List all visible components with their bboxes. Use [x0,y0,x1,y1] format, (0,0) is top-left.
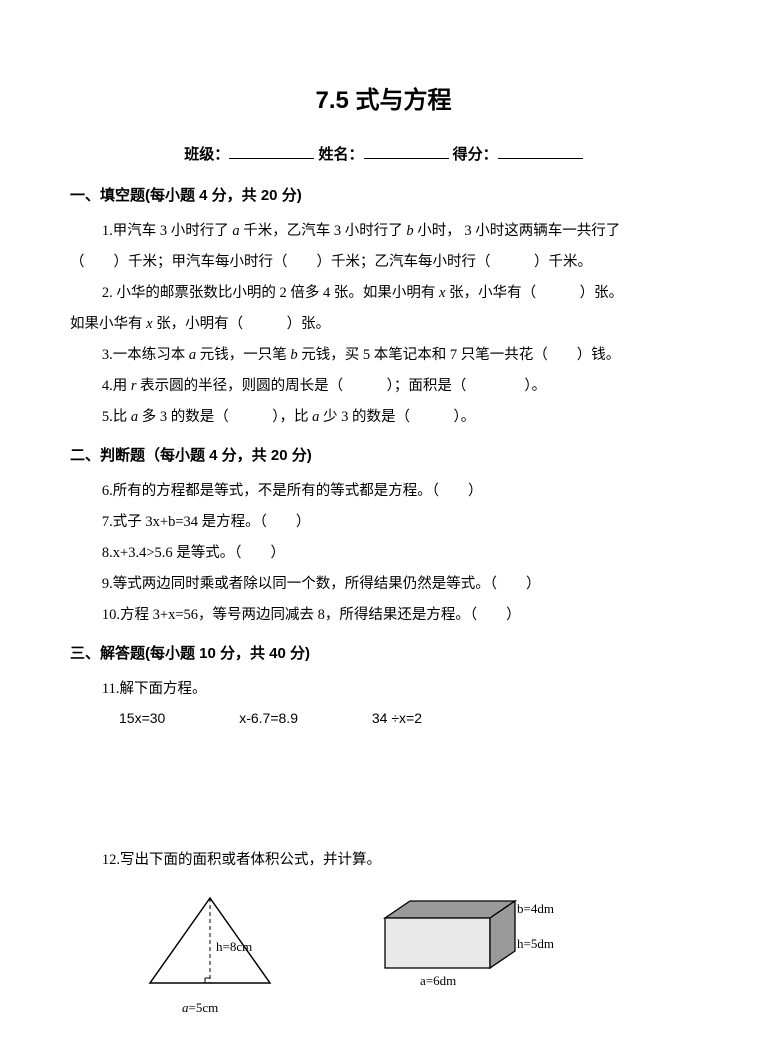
eq-1: 15x=30 [119,710,165,726]
q5-t1: 5.比 [102,409,131,425]
q1-var-b: b [406,223,413,239]
cuboid-svg: b=4dm h=5dm a=6dm [375,893,575,1003]
question-2: 2. 小华的邮票张数比小明的 2 倍多 4 张。如果小明有 x 张，小华有（ ）… [70,279,697,308]
cuboid-h-label: h=5dm [517,936,554,951]
score-label: 得分： [453,146,498,163]
cuboid-front [385,918,490,968]
question-11-equations: 15x=30 x-6.7=8.9 34 ÷x=2 [119,710,697,726]
section-1-heading: 一、填空题(每小题 4 分，共 20 分) [70,184,697,205]
question-1-line2: （ ）千米；甲汽车每小时行（ ）千米；乙汽车每小时行（ ）千米。 [70,248,697,277]
q2-t4: 张，小明有（ ）张。 [153,316,331,332]
score-blank[interactable] [498,145,583,159]
q2-t3: 如果小华有 [70,316,146,332]
q2-t1: 2. 小华的邮票张数比小明的 2 倍多 4 张。如果小明有 [102,285,439,301]
cuboid-b-label: b=4dm [517,901,554,916]
section-3-heading: 三、解答题(每小题 10 分，共 40 分) [70,642,697,663]
question-12: 12.写出下面的面积或者体积公式，并计算。 [70,846,697,875]
triangle-figure: h=8cm a=5cm [140,893,290,1016]
q4-t2: 表示圆的半径，则圆的周长是（ ）；面积是（ ）。 [137,378,547,394]
class-label: 班级： [184,146,229,163]
name-label: 姓名： [318,146,363,163]
q3-t2: 元钱，一只笔 [196,347,290,363]
worksheet-page: 7.5 式与方程 班级： 姓名： 得分： 一、填空题(每小题 4 分，共 20 … [0,0,767,1063]
cuboid-figure: b=4dm h=5dm a=6dm [375,893,575,1016]
q2-t2: 张，小华有（ ）张。 [445,285,623,301]
q1-var-a: a [232,223,239,239]
question-8: 8.x+3.4>5.6 是等式。（ ） [70,539,697,568]
question-11: 11.解下面方程。 [70,675,697,704]
q3-t3: 元钱，买 5 本笔记本和 7 只笔一共花（ ）钱。 [298,347,621,363]
cuboid-a-label: a=6dm [420,973,456,988]
question-4: 4.用 r 表示圆的半径，则圆的周长是（ ）；面积是（ ）。 [70,372,697,401]
q5-t2: 多 3 的数是（ ），比 [138,409,312,425]
name-blank[interactable] [364,145,449,159]
q5-t3: 少 3 的数是（ ）。 [319,409,475,425]
q1-t3: 小时， 3 小时这两辆车一共行了 [414,223,621,239]
question-1: 1.甲汽车 3 小时行了 a 千米，乙汽车 3 小时行了 b 小时， 3 小时这… [70,217,697,246]
q1-t2: 千米，乙汽车 3 小时行了 [240,223,407,239]
q4-t1: 4.用 [102,378,131,394]
triangle-h-label: h=8cm [216,939,252,954]
class-blank[interactable] [229,145,314,159]
figures-row: h=8cm a=5cm b=4dm h=5dm a=6dm [140,893,697,1016]
question-9: 9.等式两边同时乘或者除以同一个数，所得结果仍然是等式。（ ） [70,570,697,599]
section-2-heading: 二、判断题（每小题 4 分，共 20 分) [70,444,697,465]
question-6: 6.所有的方程都是等式，不是所有的等式都是方程。（ ） [70,477,697,506]
student-info-line: 班级： 姓名： 得分： [70,143,697,164]
question-2-line2: 如果小华有 x 张，小明有（ ）张。 [70,310,697,339]
q1-t1: 1.甲汽车 3 小时行了 [102,223,233,239]
tri-a-suffix: =5cm [189,1000,219,1015]
q3-var-b: b [290,347,297,363]
eq-2: x-6.7=8.9 [239,710,298,726]
question-7: 7.式子 3x+b=34 是方程。（ ） [70,508,697,537]
question-10: 10.方程 3+x=56，等号两边同减去 8，所得结果还是方程。（ ） [70,601,697,630]
page-title: 7.5 式与方程 [70,80,697,115]
triangle-svg: h=8cm [140,893,290,1013]
question-3: 3.一本练习本 a 元钱，一只笔 b 元钱，买 5 本笔记本和 7 只笔一共花（… [70,341,697,370]
q3-t1: 3.一本练习本 [102,347,189,363]
eq-3: 34 ÷x=2 [372,710,422,726]
question-5: 5.比 a 多 3 的数是（ ），比 a 少 3 的数是（ ）。 [70,403,697,432]
